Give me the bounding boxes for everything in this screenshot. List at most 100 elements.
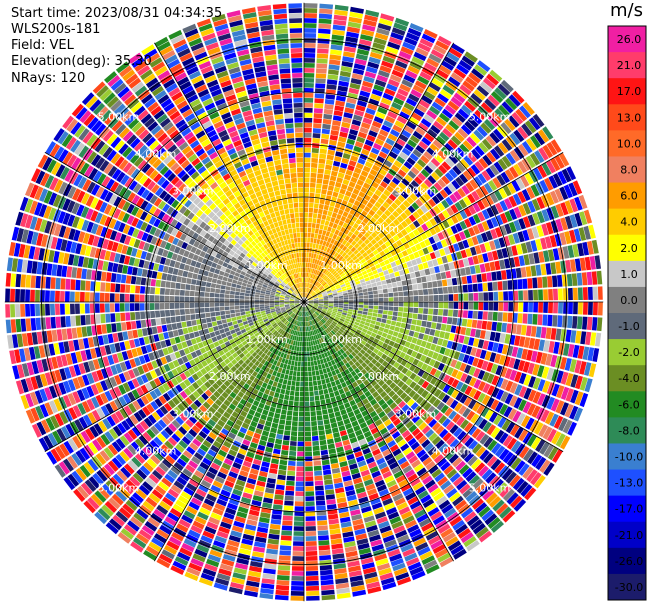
range-gate: [338, 320, 344, 324]
range-gate: [343, 386, 350, 393]
range-gate: [307, 311, 310, 316]
range-gate: [324, 335, 329, 341]
range-gate: [498, 237, 506, 248]
range-gate: [420, 255, 427, 263]
range-gate: [310, 237, 314, 243]
range-gate: [418, 346, 425, 354]
range-gate: [416, 208, 425, 217]
range-gate: [498, 432, 509, 444]
range-gate: [455, 460, 466, 472]
range-gate: [437, 150, 448, 160]
range-gate: [502, 451, 514, 464]
range-gate: [538, 251, 545, 263]
range-gate: [216, 334, 222, 341]
range-gate: [250, 504, 261, 512]
range-gate: [403, 102, 415, 112]
range-gate: [394, 397, 403, 405]
range-gate: [293, 536, 304, 541]
range-gate: [536, 211, 545, 224]
range-gate: [310, 268, 313, 273]
range-gate: [486, 424, 497, 436]
range-gate: [507, 115, 520, 128]
range-gate: [276, 479, 286, 486]
range-gate: [462, 284, 468, 293]
range-gate: [433, 120, 444, 131]
range-gate: [324, 362, 329, 368]
range-gate: [117, 532, 131, 544]
range-gate: [360, 34, 373, 42]
range-gate: [246, 413, 254, 421]
range-gate: [411, 414, 421, 424]
range-gate: [486, 151, 497, 163]
range-gate: [437, 287, 443, 294]
range-gate: [304, 361, 308, 367]
range-gate: [198, 577, 214, 587]
range-gate: [325, 287, 331, 291]
range-gate: [208, 327, 214, 333]
range-gate: [336, 95, 346, 102]
range-gate: [530, 326, 537, 337]
range-gate: [531, 405, 541, 418]
range-gate: [160, 444, 171, 454]
range-gate: [263, 451, 272, 458]
range-gate: [399, 351, 406, 359]
range-gate: [389, 325, 396, 331]
range-gate: [350, 233, 357, 240]
range-gate: [215, 436, 225, 445]
range-gate: [298, 306, 302, 310]
range-gate: [242, 492, 253, 500]
range-gate: [305, 306, 308, 312]
range-gate: [390, 261, 397, 268]
range-gate: [364, 14, 378, 22]
range-gate: [344, 248, 351, 254]
range-gate: [516, 244, 523, 255]
range-gate: [346, 97, 357, 105]
range-gate: [300, 376, 304, 382]
range-gate: [406, 335, 413, 343]
range-gate: [313, 297, 318, 300]
range-gate: [409, 23, 424, 33]
range-gate: [309, 326, 312, 331]
range-gate: [415, 145, 426, 154]
range-gate: [283, 505, 294, 511]
range-gate: [538, 424, 549, 438]
range-gate: [391, 101, 402, 111]
range-gate: [407, 398, 415, 407]
range-gate: [380, 466, 390, 475]
range-gate: [464, 218, 472, 228]
range-gate: [382, 310, 388, 315]
range-gate: [278, 555, 291, 561]
range-gate: [372, 414, 380, 423]
range-gate: [318, 305, 323, 308]
range-gate: [447, 540, 462, 552]
range-gate: [532, 364, 540, 376]
range-gate: [446, 397, 455, 407]
range-gate: [405, 369, 413, 378]
range-gate: [236, 511, 248, 519]
range-gate: [397, 372, 405, 380]
range-gate: [542, 126, 554, 140]
range-gate: [552, 315, 558, 327]
range-gate: [197, 511, 209, 521]
range-gate: [339, 516, 351, 523]
range-gate: [345, 406, 353, 414]
range-gate: [213, 458, 223, 467]
range-gate: [409, 500, 421, 510]
range-gate: [311, 431, 318, 436]
range-gate: [574, 391, 584, 406]
range-gate: [240, 410, 248, 418]
range-gate: [498, 448, 510, 461]
range-gate: [296, 326, 299, 331]
range-gate: [310, 411, 316, 417]
range-gate: [282, 325, 287, 330]
range-gate: [266, 356, 272, 363]
range-gate: [260, 358, 266, 365]
range-gate: [586, 316, 593, 331]
range-gate: [194, 548, 208, 558]
range-gate: [349, 463, 358, 470]
range-gate: [299, 311, 302, 317]
range-gate: [220, 489, 231, 498]
range-gate: [369, 387, 376, 394]
range-gate: [383, 302, 389, 306]
range-gate: [479, 243, 487, 253]
